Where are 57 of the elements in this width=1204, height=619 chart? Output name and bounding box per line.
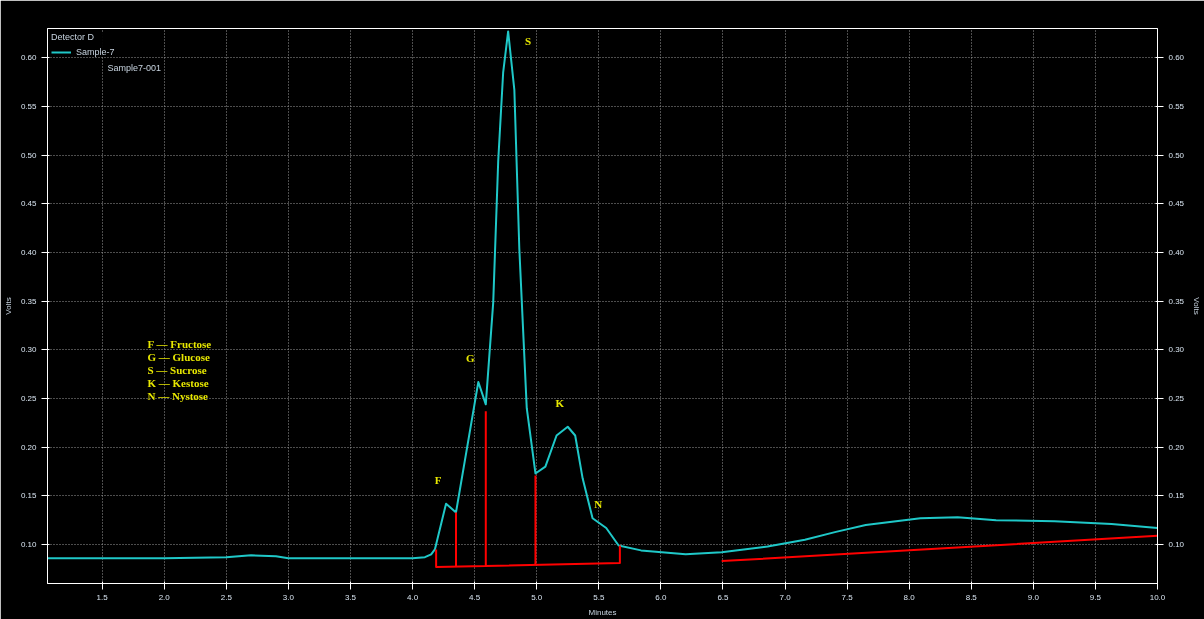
x-tick-label: 9.5 [1089, 592, 1102, 602]
annotation: N [594, 498, 603, 510]
x-tick-label: 6.5 [717, 592, 730, 602]
y-tick-label: 0.25 [20, 394, 38, 403]
annotation: K [555, 396, 565, 409]
annotation: K — Kestose [147, 376, 209, 389]
x-tick-label: 7.0 [779, 592, 792, 602]
y2-tick-label: 0.55 [1168, 101, 1185, 111]
y-tick-label: 0.35 [20, 296, 38, 306]
annotation: G [466, 351, 476, 364]
annotation: N — Nystose [147, 389, 209, 402]
legend-label: Sample-7 [76, 47, 115, 57]
y2-tick-label: 0.60 [1168, 53, 1185, 63]
x-tick-label: 7.5 [841, 592, 854, 602]
y2-tick-label: 0.35 [1168, 296, 1185, 306]
y2-tick-label: 0.45 [1168, 199, 1185, 209]
annotation: S — Sucrose [147, 363, 207, 376]
y-tick-label: 0.55 [20, 101, 38, 111]
annotation: Sample7-001 [107, 62, 162, 73]
x-tick-label: 3.5 [344, 592, 357, 602]
x-axis-title: Minutes [588, 607, 617, 617]
x-tick-label: 2.0 [158, 592, 171, 602]
x-tick-label: 3.0 [282, 592, 295, 602]
y2-axis-title: Volts [1192, 297, 1202, 315]
y2-tick-label: 0.20 [1168, 442, 1185, 452]
y2-tick-label: 0.40 [1168, 247, 1185, 257]
y-tick-label: 0.50 [20, 150, 38, 160]
legend-title: Detector D [51, 32, 95, 42]
annotation: G — Glucose [147, 350, 210, 363]
y-tick-label: 0.15 [20, 491, 38, 501]
y2-tick-label: 0.15 [1168, 491, 1185, 501]
line-series [47, 30, 1158, 560]
x-tick-label: 10.0 [1149, 592, 1166, 602]
y-tick-label: 0.10 [20, 540, 38, 550]
annotation: F [434, 473, 442, 486]
y-tick-label: 0.45 [20, 199, 38, 209]
annotation: F — Fructose [147, 337, 212, 350]
y-tick-label: 0.20 [20, 442, 38, 452]
x-tick-label: 8.5 [965, 592, 978, 602]
y2-tick-label: 0.10 [1168, 540, 1185, 550]
y2-tick-label: 0.30 [1168, 345, 1185, 355]
x-tick-label: 5.5 [593, 592, 605, 602]
x-tick-label: 8.0 [903, 592, 916, 602]
annotation: S [525, 35, 532, 48]
x-tick-label: 9.0 [1027, 592, 1040, 602]
y-axis-title: Volts [3, 297, 13, 315]
y-tick-label: 0.60 [20, 53, 38, 63]
x-tick-label: 5.0 [531, 592, 543, 602]
x-tick-label: 6.0 [655, 592, 667, 602]
y-tick-label: 0.30 [20, 345, 38, 355]
y2-tick-label: 0.25 [1168, 394, 1185, 403]
x-tick-label: 1.5 [96, 592, 109, 602]
y-tick-label: 0.40 [20, 247, 38, 257]
y2-tick-label: 0.50 [1168, 150, 1185, 160]
x-tick-label: 4.5 [469, 592, 481, 602]
x-tick-label: 2.5 [220, 592, 233, 602]
x-tick-label: 4.0 [406, 592, 419, 602]
